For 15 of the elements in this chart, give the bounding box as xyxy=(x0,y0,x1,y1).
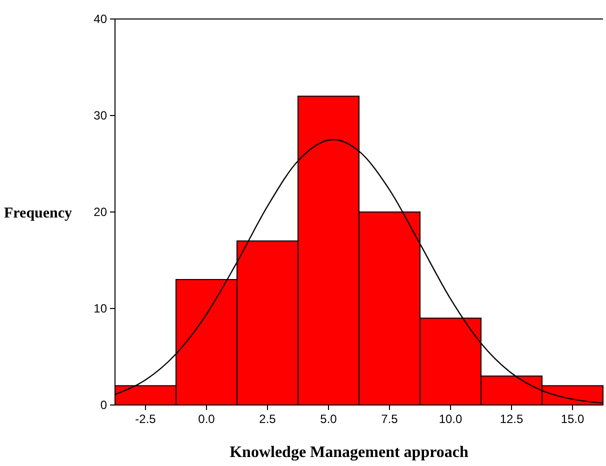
x-axis-title: Knowledge Management approach xyxy=(230,444,469,461)
y-tick-label: 40 xyxy=(94,12,108,26)
x-tick-label: 12.5 xyxy=(500,412,524,426)
x-tick-label: 0.0 xyxy=(198,412,216,426)
x-tick-label: 15.0 xyxy=(560,412,584,426)
x-tick-label: 7.5 xyxy=(381,412,398,426)
y-axis-title: Frequency xyxy=(4,205,73,222)
y-tick-label: 0 xyxy=(100,398,108,412)
y-tick-label: 20 xyxy=(94,205,108,220)
x-tick-label: -2.5 xyxy=(135,412,156,426)
x-tick-label: 5.0 xyxy=(320,412,338,426)
x-tick-label: 2.5 xyxy=(259,412,276,426)
y-tick-label: 10 xyxy=(94,302,108,316)
x-tick-label: 10.0 xyxy=(438,412,462,426)
y-tick-label: 30 xyxy=(94,108,108,123)
